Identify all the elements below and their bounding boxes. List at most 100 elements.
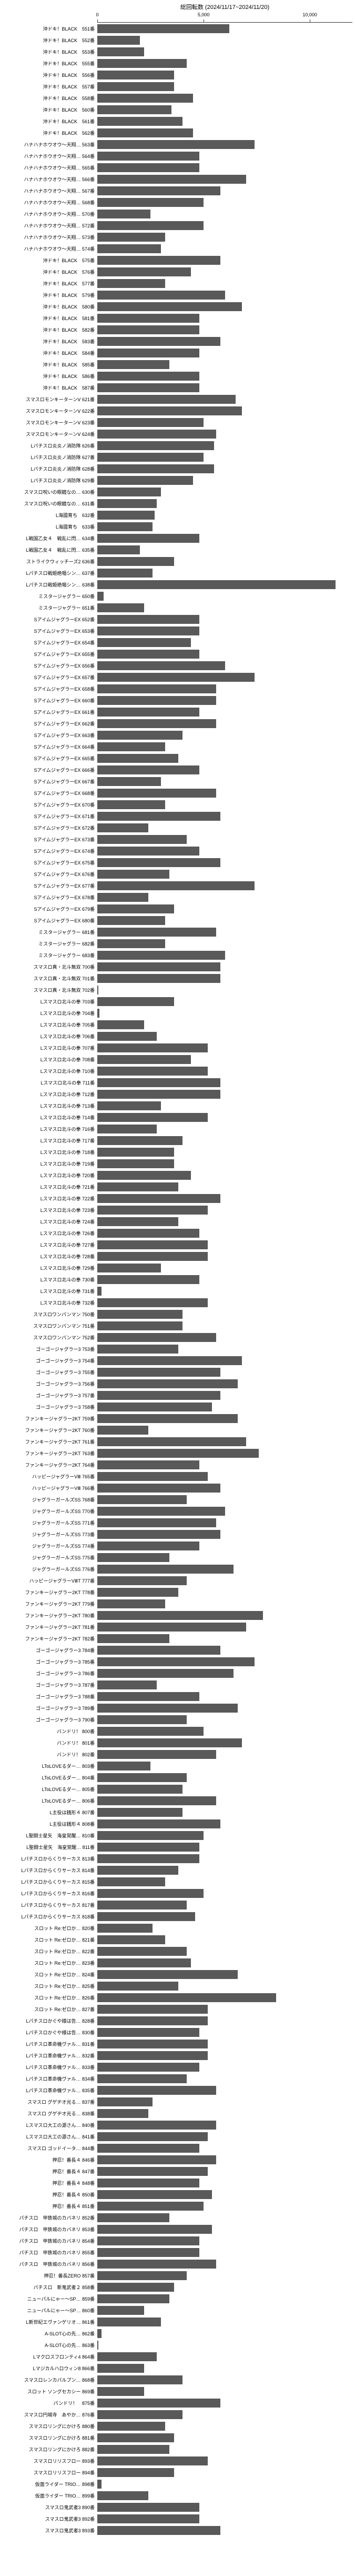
bar-label: SアイムジャグラーEX 673番 [3,836,97,843]
bar-label: SアイムジャグラーEX 674番 [3,848,97,854]
bar-track [97,1494,352,1505]
bar-row: ファンキージャグラー2KT 779番 [3,1598,352,1609]
bar-row: ハナハナホウオウ～天翔… 565番 [3,162,352,173]
bar-row: パチスロ 甲鉄城のカバネリ 854番 [3,2235,352,2246]
bar [97,105,171,114]
bar [97,2005,208,2014]
bar-row: Lパチスロ炎炎ノ消防隊 627番 [3,451,352,463]
bar [97,2480,102,2489]
bar [97,2514,199,2523]
bar [97,1264,161,1272]
bar [97,708,199,717]
bar-track [97,602,352,613]
bar [97,939,165,948]
bar [97,2132,208,2141]
bar [97,337,220,346]
bar-track [97,2189,352,2200]
bar-track [97,741,352,752]
bar-row: スマスロレンカパルプン… 868番 [3,2374,352,2385]
bar-track [97,1447,352,1459]
bar [97,1750,216,1759]
bar-label: パチスロ 甲鉄城のカバネリ 855番 [3,2249,97,2256]
bar-row: スロット Re:ゼロか… 826番 [3,1992,352,2003]
bar-label: ハナハナホウオウ～天翔… 563番 [3,141,97,148]
bar [97,2028,199,2037]
bar-track [97,1366,352,1378]
bar-label: ジャグラーガールズSS 776番 [3,1566,97,1573]
bar [97,94,193,103]
bar-track [97,1598,352,1609]
bar-row: 沖ドキ！BLACK 556番 [3,69,352,81]
bar-label: ゴーゴージャグラー3 753番 [3,1346,97,1352]
bar-label: SアイムジャグラーEX 672番 [3,824,97,831]
bar [97,349,199,357]
bar-track [97,2351,352,2362]
bar-track [97,2420,352,2432]
bar [97,997,174,1006]
bar-row: Lスマスロ北斗の拳 706番 [3,1030,352,1042]
bar-row: SアイムジャグラーEX 678番 [3,891,352,903]
bar-row: 沖ドキ！BLACK 561番 [3,115,352,127]
bar [97,2283,174,2292]
bar [97,1970,238,1979]
bar-row: Lパチスロ革命機ヴァル… 834番 [3,2073,352,2084]
bar-track [97,1146,352,1158]
bar [97,603,144,612]
bar-label: ハナハナホウオウ～天翔… 564番 [3,153,97,160]
bar-label: ゴーゴージャグラー3 757番 [3,1392,97,1399]
bar [97,650,199,659]
bar [97,1831,204,1840]
bar-label: SアイムジャグラーEX 660番 [3,697,97,704]
bar-track [97,1690,352,1702]
bar [97,198,204,207]
bar-label: スロット Re:ゼロか… 826番 [3,1994,97,2001]
bar-track [97,2339,352,2351]
bar-label: L聖闘士星矢 海皇覚醒… 810番 [3,1832,97,1839]
bar-track [97,208,352,220]
bar-row: 沖ドキ！BLACK 577番 [3,277,352,289]
bar-row: ミスタージャグラー 681番 [3,926,352,938]
bar-row: 沖ドキ！BLACK 562番 [3,127,352,138]
bar [97,1680,157,1689]
bar-row: SアイムジャグラーEX 665番 [3,752,352,764]
bar [97,1229,199,1238]
bar-label: L戦国乙女４ 戦乱に閃… 634番 [3,535,97,542]
bar-label: 押忍！番長４ 850番 [3,2191,97,2198]
bar-label: Lスマスロ北斗の拳 705番 [3,1021,97,1028]
bar-track [97,1934,352,1945]
bar-track [97,1737,352,1748]
bar-track [97,1748,352,1760]
bar-label: 沖ドキ！BLACK 584番 [3,350,97,356]
bar-track [97,1609,352,1621]
bar-row: 沖ドキ！BLACK 585番 [3,359,352,370]
bar-row: ゴーゴージャグラー3 785番 [3,1656,352,1667]
bar [97,1565,234,1574]
bar-label: ファンキージャグラー2KT 759番 [3,1415,97,1422]
bar-row: SアイムジャグラーEX 653番 [3,625,352,636]
bar [97,1206,208,1215]
bar-row: スマスロリングにかけろ 882番 [3,2443,352,2455]
bar-track [97,1853,352,1864]
bar-row: SアイムジャグラーEX 675番 [3,857,352,868]
bar [97,1067,208,1076]
bar-label: Lスマスロ北斗の拳 722番 [3,1195,97,1202]
bar-track [97,2026,352,2038]
bar [97,2271,187,2280]
bar [97,2294,169,2303]
bar-label: スマスロレンカパルプン… 868番 [3,2376,97,2383]
bar-row: Lスマスロ大工の源さん… 840番 [3,2119,352,2131]
bar-row: Lスマスロ北斗の拳 719番 [3,1158,352,1169]
bar-row: 沖ドキ！BLACK 576番 [3,266,352,277]
bar [97,1935,165,1944]
bar-label: ミスタージャグラー 681番 [3,929,97,936]
bar-row: スマスロ グゲヂオ光る… 837番 [3,2096,352,2107]
bar-track [97,69,352,81]
bar-track [97,243,352,254]
bar [97,1657,255,1666]
bar-label: Lスマスロ大工の源さん… 840番 [3,2122,97,2129]
bar-row: Lパチスロからくりサーカス 817番 [3,1899,352,1911]
bar-row: ファンキージャグラー2KT 780番 [3,1609,352,1621]
bar-label: Lパチスロかぐや様は告… 828番 [3,2017,97,2024]
bar [97,464,214,473]
bar-row: L主役は銭形４ 808番 [3,1818,352,1829]
